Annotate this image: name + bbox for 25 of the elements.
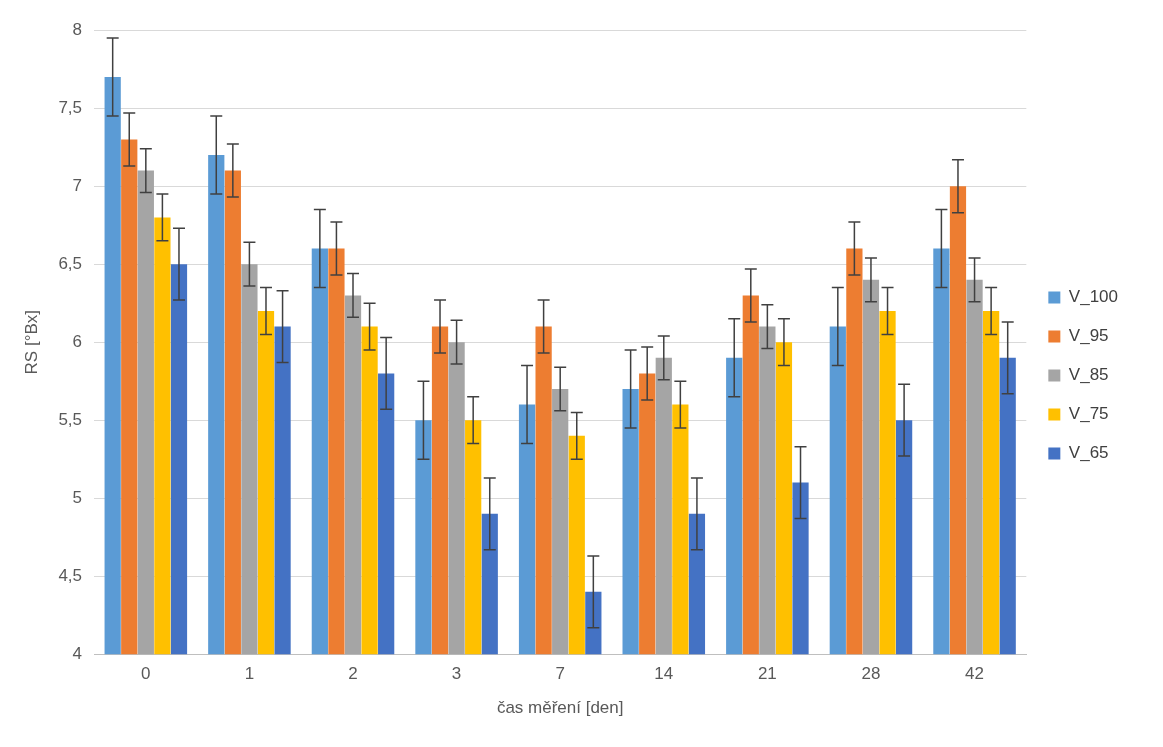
legend-label: V_65: [1068, 443, 1109, 463]
x-tick-label: 42: [965, 664, 985, 684]
x-tick-label: 1: [244, 664, 255, 684]
x-tick-label: 2: [348, 664, 358, 684]
x-tick-label: 0: [141, 664, 151, 684]
y-tick-label: 7: [72, 175, 83, 195]
y-tick-label: 8: [72, 19, 83, 39]
x-tick-label: 14: [654, 664, 674, 684]
legend-label: V_85: [1068, 365, 1109, 385]
x-tick-label: 7: [555, 664, 565, 684]
y-tick-label: 7,5: [58, 97, 83, 117]
x-axis-title: čas měření [den]: [496, 698, 624, 718]
y-tick-label: 4: [72, 643, 83, 663]
y-tick-label: 4,5: [58, 565, 83, 585]
legend-label: V_75: [1068, 404, 1109, 424]
x-tick-label: 3: [451, 664, 462, 684]
y-tick-label: 6: [72, 331, 83, 351]
y-tick-label: 6,5: [58, 253, 83, 273]
y-tick-label: 5,5: [58, 409, 83, 429]
y-axis-title: RS [°Bx]: [21, 309, 41, 375]
x-tick-label: 21: [757, 664, 777, 684]
legend-label: V_95: [1068, 326, 1109, 346]
x-tick-label: 28: [861, 664, 881, 684]
y-tick-label: 5: [72, 487, 83, 507]
legend-label: V_100: [1068, 287, 1119, 307]
